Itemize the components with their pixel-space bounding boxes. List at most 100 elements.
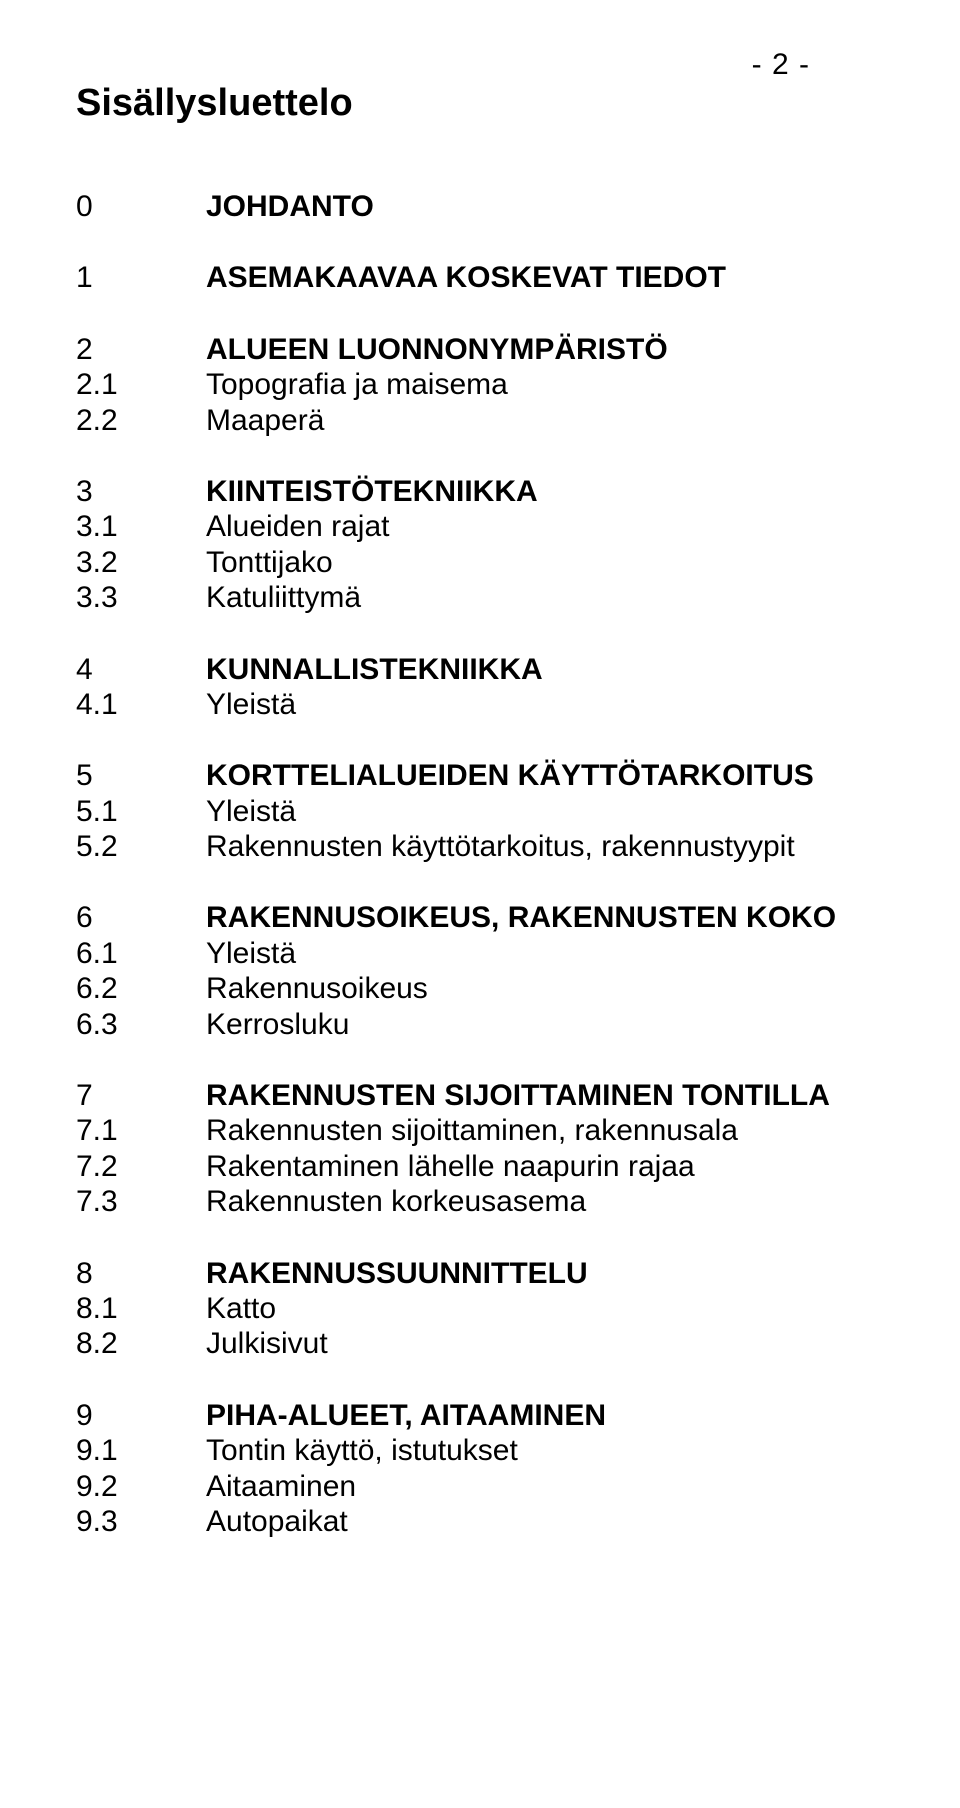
toc-row: 0JOHDANTO <box>76 189 900 224</box>
toc-row: 5.1Yleistä <box>76 794 900 829</box>
toc-section: 8RAKENNUSSUUNNITTELU8.1Katto8.2Julkisivu… <box>76 1256 900 1362</box>
toc-text: Autopaikat <box>206 1504 900 1539</box>
toc-text: Rakennusten sijoittaminen, rakennusala <box>206 1113 900 1148</box>
toc-section: 3KIINTEISTÖTEKNIIKKA3.1Alueiden rajat3.2… <box>76 474 900 616</box>
toc-row: 8.1Katto <box>76 1291 900 1326</box>
toc-number: 8.1 <box>76 1291 206 1326</box>
toc-number: 7 <box>76 1078 206 1113</box>
toc-row: 9.1Tontin käyttö, istutukset <box>76 1433 900 1468</box>
toc-number: 9.3 <box>76 1504 206 1539</box>
toc-number: 7.2 <box>76 1149 206 1184</box>
toc-number: 5 <box>76 758 206 793</box>
toc-row: 3.3Katuliittymä <box>76 580 900 615</box>
toc-text: Katuliittymä <box>206 580 900 615</box>
toc-number: 9.1 <box>76 1433 206 1468</box>
toc-row: 7.1Rakennusten sijoittaminen, rakennusal… <box>76 1113 900 1148</box>
toc-text: Rakennusten käyttötarkoitus, rakennustyy… <box>206 829 900 864</box>
document-page: - 2 - Sisällysluettelo 0JOHDANTO 1ASEMAKA… <box>0 0 960 1808</box>
toc-row: 2.1Topografia ja maisema <box>76 367 900 402</box>
toc-number: 7.1 <box>76 1113 206 1148</box>
toc-text: Aitaaminen <box>206 1469 900 1504</box>
toc-row: 8.2Julkisivut <box>76 1326 900 1361</box>
toc-row: 6.3Kerrosluku <box>76 1007 900 1042</box>
toc-text: Rakennusten korkeusasema <box>206 1184 900 1219</box>
toc-section: 7RAKENNUSTEN SIJOITTAMINEN TONTILLA7.1Ra… <box>76 1078 900 1220</box>
toc-row: 7.2Rakentaminen lähelle naapurin rajaa <box>76 1149 900 1184</box>
toc-text: KIINTEISTÖTEKNIIKKA <box>206 474 900 509</box>
toc-row: 4.1Yleistä <box>76 687 900 722</box>
toc-text: KORTTELIALUEIDEN KÄYTTÖTARKOITUS <box>206 758 900 793</box>
toc-row: 4KUNNALLISTEKNIIKKA <box>76 652 900 687</box>
toc-number: 8.2 <box>76 1326 206 1361</box>
toc-text: Rakentaminen lähelle naapurin rajaa <box>206 1149 900 1184</box>
toc-row: 1ASEMAKAAVAA KOSKEVAT TIEDOT <box>76 260 900 295</box>
toc-text: Julkisivut <box>206 1326 900 1361</box>
toc-text: RAKENNUSSUUNNITTELU <box>206 1256 900 1291</box>
toc-row: 9.3Autopaikat <box>76 1504 900 1539</box>
toc-number: 2.2 <box>76 403 206 438</box>
toc-number: 1 <box>76 260 206 295</box>
toc-text: Katto <box>206 1291 900 1326</box>
toc-text: Maaperä <box>206 403 900 438</box>
toc-text: Yleistä <box>206 936 900 971</box>
toc-section: 1ASEMAKAAVAA KOSKEVAT TIEDOT <box>76 260 900 295</box>
toc-text: Kerrosluku <box>206 1007 900 1042</box>
toc-text: RAKENNUSOIKEUS, RAKENNUSTEN KOKO <box>206 900 900 935</box>
toc-number: 8 <box>76 1256 206 1291</box>
toc-section: 0JOHDANTO <box>76 189 900 224</box>
toc-number: 6.2 <box>76 971 206 1006</box>
toc-text: ASEMAKAAVAA KOSKEVAT TIEDOT <box>206 260 900 295</box>
toc-number: 6.3 <box>76 1007 206 1042</box>
toc-number: 4 <box>76 652 206 687</box>
toc-row: 7RAKENNUSTEN SIJOITTAMINEN TONTILLA <box>76 1078 900 1113</box>
toc-number: 3 <box>76 474 206 509</box>
toc-row: 6.1Yleistä <box>76 936 900 971</box>
toc-section: 9PIHA-ALUEET, AITAAMINEN9.1Tontin käyttö… <box>76 1398 900 1540</box>
toc-text: Topografia ja maisema <box>206 367 900 402</box>
toc-number: 3.3 <box>76 580 206 615</box>
toc-row: 2.2Maaperä <box>76 403 900 438</box>
toc-row: 9.2Aitaaminen <box>76 1469 900 1504</box>
toc-row: 3KIINTEISTÖTEKNIIKKA <box>76 474 900 509</box>
toc-text: KUNNALLISTEKNIIKKA <box>206 652 900 687</box>
toc-text: Yleistä <box>206 794 900 829</box>
toc-section: 2ALUEEN LUONNONYMPÄRISTÖ2.1Topografia ja… <box>76 332 900 438</box>
toc-number: 6.1 <box>76 936 206 971</box>
table-of-contents: 0JOHDANTO 1ASEMAKAAVAA KOSKEVAT TIEDOT 2AL… <box>76 189 900 1539</box>
toc-row: 3.2Tonttijako <box>76 545 900 580</box>
toc-row: 2ALUEEN LUONNONYMPÄRISTÖ <box>76 332 900 367</box>
toc-number: 5.2 <box>76 829 206 864</box>
toc-text: Tonttijako <box>206 545 900 580</box>
toc-number: 6 <box>76 900 206 935</box>
toc-number: 7.3 <box>76 1184 206 1219</box>
toc-number: 4.1 <box>76 687 206 722</box>
toc-row: 5KORTTELIALUEIDEN KÄYTTÖTARKOITUS <box>76 758 900 793</box>
toc-text: ALUEEN LUONNONYMPÄRISTÖ <box>206 332 900 367</box>
toc-number: 2 <box>76 332 206 367</box>
toc-number: 9 <box>76 1398 206 1433</box>
toc-row: 3.1Alueiden rajat <box>76 509 900 544</box>
toc-number: 3.1 <box>76 509 206 544</box>
toc-text: Alueiden rajat <box>206 509 900 544</box>
toc-text: Yleistä <box>206 687 900 722</box>
toc-section: 5KORTTELIALUEIDEN KÄYTTÖTARKOITUS5.1Ylei… <box>76 758 900 864</box>
toc-text: JOHDANTO <box>206 189 900 224</box>
toc-text: Tontin käyttö, istutukset <box>206 1433 900 1468</box>
toc-row: 8RAKENNUSSUUNNITTELU <box>76 1256 900 1291</box>
toc-number: 9.2 <box>76 1469 206 1504</box>
toc-text: RAKENNUSTEN SIJOITTAMINEN TONTILLA <box>206 1078 900 1113</box>
toc-row: 5.2Rakennusten käyttötarkoitus, rakennus… <box>76 829 900 864</box>
toc-row: 7.3Rakennusten korkeusasema <box>76 1184 900 1219</box>
toc-number: 0 <box>76 189 206 224</box>
toc-row: 6.2Rakennusoikeus <box>76 971 900 1006</box>
toc-number: 5.1 <box>76 794 206 829</box>
page-title: Sisällysluettelo <box>76 82 900 125</box>
toc-section: 4KUNNALLISTEKNIIKKA4.1Yleistä <box>76 652 900 723</box>
toc-number: 3.2 <box>76 545 206 580</box>
toc-section: 6RAKENNUSOIKEUS, RAKENNUSTEN KOKO6.1Ylei… <box>76 900 900 1042</box>
toc-text: Rakennusoikeus <box>206 971 900 1006</box>
toc-row: 6RAKENNUSOIKEUS, RAKENNUSTEN KOKO <box>76 900 900 935</box>
toc-number: 2.1 <box>76 367 206 402</box>
page-number: - 2 - <box>752 48 810 82</box>
toc-row: 9PIHA-ALUEET, AITAAMINEN <box>76 1398 900 1433</box>
